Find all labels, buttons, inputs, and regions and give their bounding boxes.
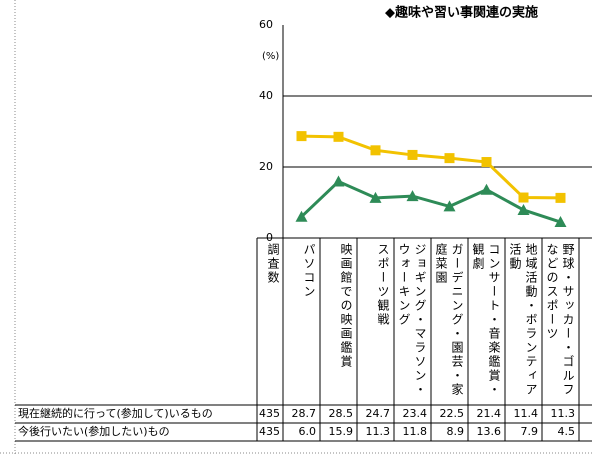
y-tick-label: 20 [259, 160, 273, 173]
value-cell: 8.9 [446, 425, 465, 438]
row-label: 今後行いたい(参加したい)もの [18, 425, 170, 438]
marker [370, 145, 381, 156]
value-cell: 21.4 [476, 407, 502, 420]
value-cell: 11.3 [550, 407, 576, 420]
series-line [301, 134, 561, 200]
column-header: 地域活動・ボランティア活動 [508, 243, 538, 397]
column-header: 映画館での映画鑑賞 [339, 243, 353, 369]
row-label: 現在継続的に行って(参加して)いるもの [18, 407, 213, 420]
sample-size: 435 [259, 425, 280, 438]
column-header: パソコン [302, 243, 316, 299]
marker [406, 190, 419, 202]
y-tick-label: 60 [259, 18, 273, 31]
marker [554, 216, 567, 228]
column-header: 野球・サッカー・ゴルフなどのスポーツ [545, 243, 575, 397]
y-unit: (%) [262, 51, 279, 62]
column-header: コンサート・音楽鑑賞・観劇 [471, 243, 501, 397]
value-cell: 23.4 [402, 407, 428, 420]
marker [296, 131, 307, 142]
marker [443, 200, 456, 212]
value-cell: 15.9 [328, 425, 354, 438]
value-cell: 28.5 [328, 407, 354, 420]
marker [480, 183, 493, 195]
value-cell: 24.7 [365, 407, 391, 420]
value-cell: 28.7 [291, 407, 317, 420]
marker [481, 157, 492, 168]
marker [444, 153, 455, 164]
marker [407, 149, 418, 160]
value-cell: 11.4 [513, 407, 539, 420]
value-cell: 22.5 [439, 407, 465, 420]
sample-size: 435 [259, 407, 280, 420]
value-cell: 7.9 [520, 425, 539, 438]
series-line [300, 179, 561, 224]
marker [517, 203, 530, 215]
value-cell: 11.3 [365, 425, 391, 438]
marker [518, 192, 529, 203]
y-tick-label: 40 [259, 89, 273, 102]
marker [369, 191, 382, 203]
marker [333, 131, 344, 142]
marker [555, 192, 566, 203]
value-cell: 4.5 [557, 425, 576, 438]
column-header: スポーツ観戦 [376, 243, 390, 327]
value-cell: 13.6 [476, 425, 502, 438]
column-header: ジョギング・マラソン・ウォーキング [397, 243, 427, 397]
chart-title: ◆趣味や習い事関連の実施 [385, 5, 538, 21]
marker [295, 210, 308, 222]
column-header: 調査数 [266, 243, 280, 285]
value-cell: 6.0 [298, 425, 317, 438]
marker [332, 175, 345, 187]
value-cell: 11.8 [402, 425, 428, 438]
column-header: ガーデニング・園芸・家庭菜園 [434, 243, 464, 397]
